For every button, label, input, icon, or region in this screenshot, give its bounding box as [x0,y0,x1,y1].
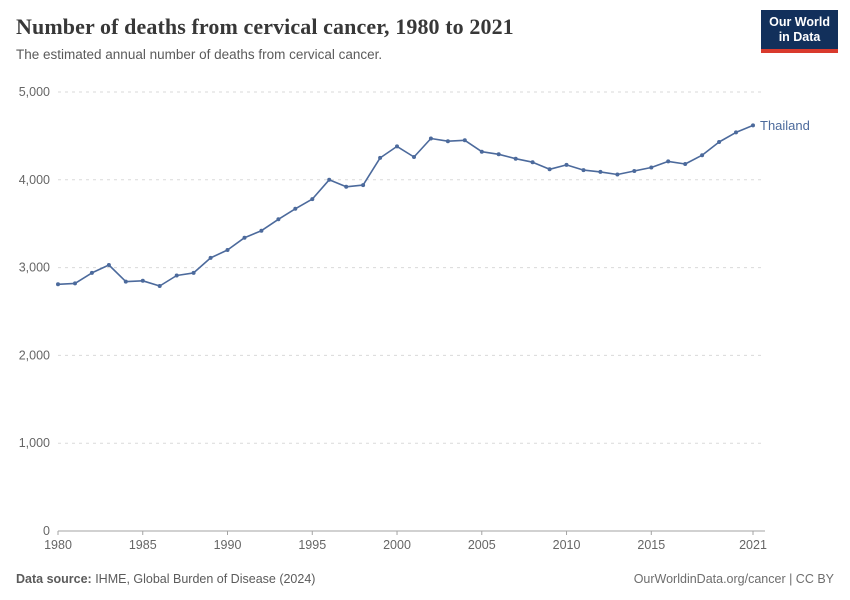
license-note: OurWorldinData.org/cancer | CC BY [633,572,834,586]
y-tick-label: 1,000 [19,436,50,450]
data-point-2005 [479,149,484,154]
owid-logo-line2: in Data [778,30,821,44]
data-point-2014 [632,169,637,173]
data-point-1982 [89,270,94,275]
y-tick-label: 2,000 [19,348,50,362]
data-point-2012 [598,169,603,174]
data-point-1998 [361,183,366,188]
series-line-thailand [57,124,754,287]
data-point-2006 [496,152,501,157]
y-tick-label: 3,000 [19,261,50,275]
x-tick-label: 1995 [298,538,326,552]
chart-subtitle: The estimated annual number of deaths fr… [16,47,383,62]
data-point-1995 [310,197,315,202]
data-point-1997 [344,184,349,189]
chart-header: Number of deaths from cervical cancer, 1… [16,14,756,62]
data-point-1992 [259,228,264,233]
data-point-2004 [462,138,467,143]
series-label-thailand: Thailand [760,118,810,133]
data-point-1990 [225,248,230,252]
data-point-1991 [242,235,247,240]
x-tick-label: 1985 [129,538,157,552]
data-point-1989 [208,255,213,260]
data-point-1980 [56,282,60,287]
data-source-label: Data source: [16,572,92,586]
data-point-2000 [395,144,399,149]
data-point-1983 [106,263,111,267]
x-tick-label: 2010 [553,538,581,552]
data-point-1996 [327,177,332,182]
y-tick-label: 4,000 [19,173,50,187]
chart-footer: Data source: IHME, Global Burden of Dise… [16,572,834,586]
data-point-2019 [717,140,722,144]
x-tick-label: 2015 [637,538,665,552]
data-point-2021 [751,123,755,128]
data-point-1999 [378,155,383,160]
owid-logo: Our World in Data [761,10,838,53]
data-point-1993 [276,217,281,222]
data-point-1994 [293,206,298,211]
data-point-1986 [157,284,162,288]
page-title: Number of deaths from cervical cancer, 1… [16,14,514,39]
data-point-2017 [683,162,688,166]
y-tick-label: 0 [43,524,50,538]
data-point-1984 [123,279,128,284]
data-source: Data source: IHME, Global Burden of Dise… [16,572,315,586]
x-tick-label: 2000 [383,538,411,552]
x-tick-label: 2021 [739,538,767,552]
data-point-2020 [734,130,738,135]
data-point-2001 [412,155,416,159]
data-point-2010 [564,162,569,167]
owid-logo-line1: Our World [769,15,830,29]
data-point-2018 [700,153,705,158]
data-point-1988 [191,270,196,275]
data-point-2015 [649,165,654,170]
x-tick-label: 1990 [214,538,242,552]
data-source-text: IHME, Global Burden of Disease (2024) [91,572,316,586]
data-point-2008 [530,160,535,165]
y-tick-label: 5,000 [19,85,50,99]
data-point-1985 [140,278,145,283]
data-point-2016 [666,159,671,164]
data-point-2002 [428,136,433,141]
data-point-1987 [174,273,179,278]
data-point-1981 [73,281,77,286]
x-tick-label: 2005 [468,538,496,552]
data-point-2003 [445,139,450,144]
data-point-2009 [547,167,552,172]
x-tick-label: 1980 [44,538,72,552]
data-point-2007 [513,156,518,161]
data-point-2011 [581,168,586,173]
data-point-2013 [615,172,620,177]
